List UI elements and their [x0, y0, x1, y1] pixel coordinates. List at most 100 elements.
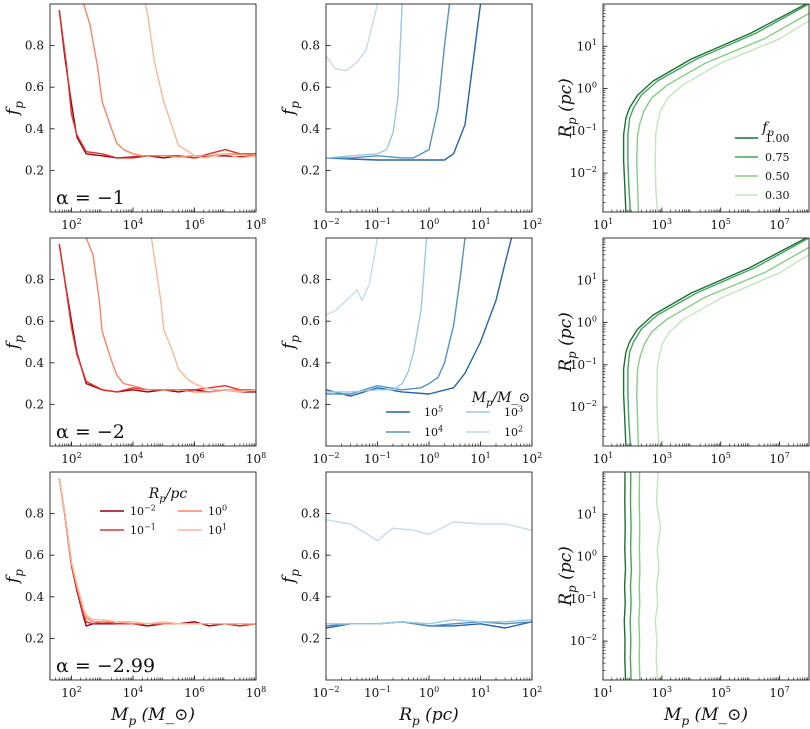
y-tick-label: 0.8 — [25, 273, 44, 287]
series-line-2 — [636, 246, 809, 446]
series-line-0 — [622, 4, 807, 212]
x-tick-label: 100​ — [419, 451, 439, 466]
x-tick-label: 102​ — [522, 217, 542, 232]
series-line-1 — [629, 472, 633, 680]
x-tick-label: 102​ — [522, 685, 542, 700]
y-tick-label: 0.2 — [301, 163, 320, 177]
panel-row2-col3: 101​ 103​ 105​ 107​ 10−2​ 10−1​ 100​ 101​ Rp​ (p… — [556, 237, 810, 466]
series-line-2 — [83, 4, 256, 158]
panel-row3-col3: 101​ 103​ 105​ 107​ 10−2​ 10−1​ 100​ 101​ Rp​ (p… — [556, 471, 810, 728]
series-group — [622, 238, 809, 446]
y-tick-label: 0.2 — [301, 397, 320, 411]
legend-title: fp​ — [761, 120, 774, 139]
x-tick-label: 10−2​ — [312, 451, 339, 466]
legend-entry: 101​ — [208, 522, 227, 537]
y-tick-label: 0.8 — [301, 507, 320, 521]
x-tick-label: 10−1​ — [364, 451, 391, 466]
y-tick-label: 0.2 — [25, 163, 44, 177]
series-group — [622, 4, 809, 212]
x-tick-label: 102​ — [61, 217, 81, 232]
x-tick-label: 101​ — [470, 685, 490, 700]
series-line-0 — [623, 472, 627, 680]
series-line-3 — [656, 254, 809, 446]
y-tick-label: 0.2 — [25, 397, 44, 411]
series-line-2 — [636, 12, 809, 212]
alpha-annotation: α = −2 — [56, 421, 125, 443]
y-tick-label: 100​ — [577, 80, 597, 95]
x-tick-label: 106​ — [184, 451, 204, 466]
series-group — [326, 4, 482, 161]
y-tick-label: 10−1​ — [570, 123, 597, 138]
series-line-3 — [326, 519, 532, 542]
legend-title: Rp​/pc — [148, 486, 188, 505]
x-tick-label: 100​ — [419, 217, 439, 232]
x-tick-label: 102​ — [61, 685, 81, 700]
legend-entry: 10−1​ — [130, 522, 156, 537]
y-tick-label: 0.6 — [25, 548, 44, 562]
y-tick-label: 0.8 — [25, 507, 44, 521]
y-axis-label: fp​ — [279, 569, 302, 585]
x-tick-label: 106​ — [184, 685, 204, 700]
x-tick-label: 104​ — [123, 217, 143, 232]
series-line-2 — [638, 472, 641, 680]
x-tick-label: 101​ — [593, 217, 613, 232]
series-line-0 — [58, 10, 256, 159]
panel-row3-col2: 10−2​ 10−1​ 100​ 101​ 102​ 0.2 0.4 0.6 0.8 fp​ Rp​… — [279, 471, 542, 728]
legend-entry: 104​ — [424, 424, 443, 439]
axes-frame — [602, 471, 810, 681]
y-tick-label: 100​ — [577, 314, 597, 329]
x-tick-label: 10−2​ — [312, 217, 339, 232]
y-tick-label: 10−1​ — [570, 591, 597, 606]
series-line-1 — [627, 4, 809, 212]
x-tick-label: 101​ — [470, 451, 490, 466]
legend: fp​1.00 0.75 0.50 0.30 — [735, 120, 790, 202]
y-tick-label: 101​ — [577, 506, 597, 521]
alpha-annotation: α = −1 — [56, 187, 125, 209]
legend-entry: 102​ — [504, 424, 523, 439]
series-line-1 — [58, 10, 256, 159]
x-tick-label: 107​ — [769, 451, 789, 466]
axes-frame — [325, 3, 533, 213]
y-tick-label: 10−2​ — [570, 165, 597, 180]
x-tick-label: 10−2​ — [312, 685, 339, 700]
legend-title: Mp​/M_⊙ — [471, 390, 531, 409]
y-tick-label: 0.4 — [25, 356, 44, 370]
y-axis-label: fp​ — [279, 335, 302, 351]
y-tick-label: 0.4 — [25, 122, 44, 136]
y-axis-label: fp​ — [279, 101, 302, 117]
y-tick-label: 0.4 — [301, 356, 320, 370]
x-tick-label: 101​ — [593, 685, 613, 700]
x-tick-label: 101​ — [593, 451, 613, 466]
axes-frame — [49, 237, 257, 447]
legend-entry: 103​ — [504, 404, 523, 419]
legend-entry: 0.75 — [765, 151, 790, 164]
series-line-1 — [326, 4, 451, 159]
axes-frame — [49, 3, 257, 213]
alpha-annotation: α = −2.99 — [56, 655, 155, 677]
y-tick-label: 10−2​ — [570, 399, 597, 414]
panel-row2-col1: 102​ 104​ 106​ 108​ 0.2 0.4 0.6 0.8 fp​ α = −2 — [3, 237, 266, 466]
y-tick-label: 0.6 — [25, 314, 44, 328]
x-tick-label: 103​ — [652, 217, 672, 232]
axes-frame — [49, 471, 257, 681]
legend-entry: 10−2​ — [130, 503, 156, 518]
series-line-2 — [326, 619, 532, 625]
x-axis-label: Mp​ (M_⊙) — [110, 705, 195, 728]
series-group — [58, 4, 256, 159]
x-tick-label: 107​ — [769, 685, 789, 700]
axes-frame — [602, 237, 810, 447]
x-tick-label: 107​ — [769, 217, 789, 232]
y-tick-label: 0.4 — [301, 122, 320, 136]
y-axis-label: fp​ — [3, 101, 26, 117]
x-tick-label: 101​ — [470, 217, 490, 232]
legend-entry: 0.50 — [765, 170, 790, 183]
y-tick-label: 0.6 — [301, 314, 320, 328]
x-tick-label: 108​ — [246, 217, 266, 232]
x-tick-label: 102​ — [522, 451, 542, 466]
x-tick-label: 104​ — [123, 451, 143, 466]
x-tick-label: 105​ — [711, 685, 731, 700]
y-tick-label: 0.8 — [25, 39, 44, 53]
x-tick-label: 102​ — [61, 451, 81, 466]
